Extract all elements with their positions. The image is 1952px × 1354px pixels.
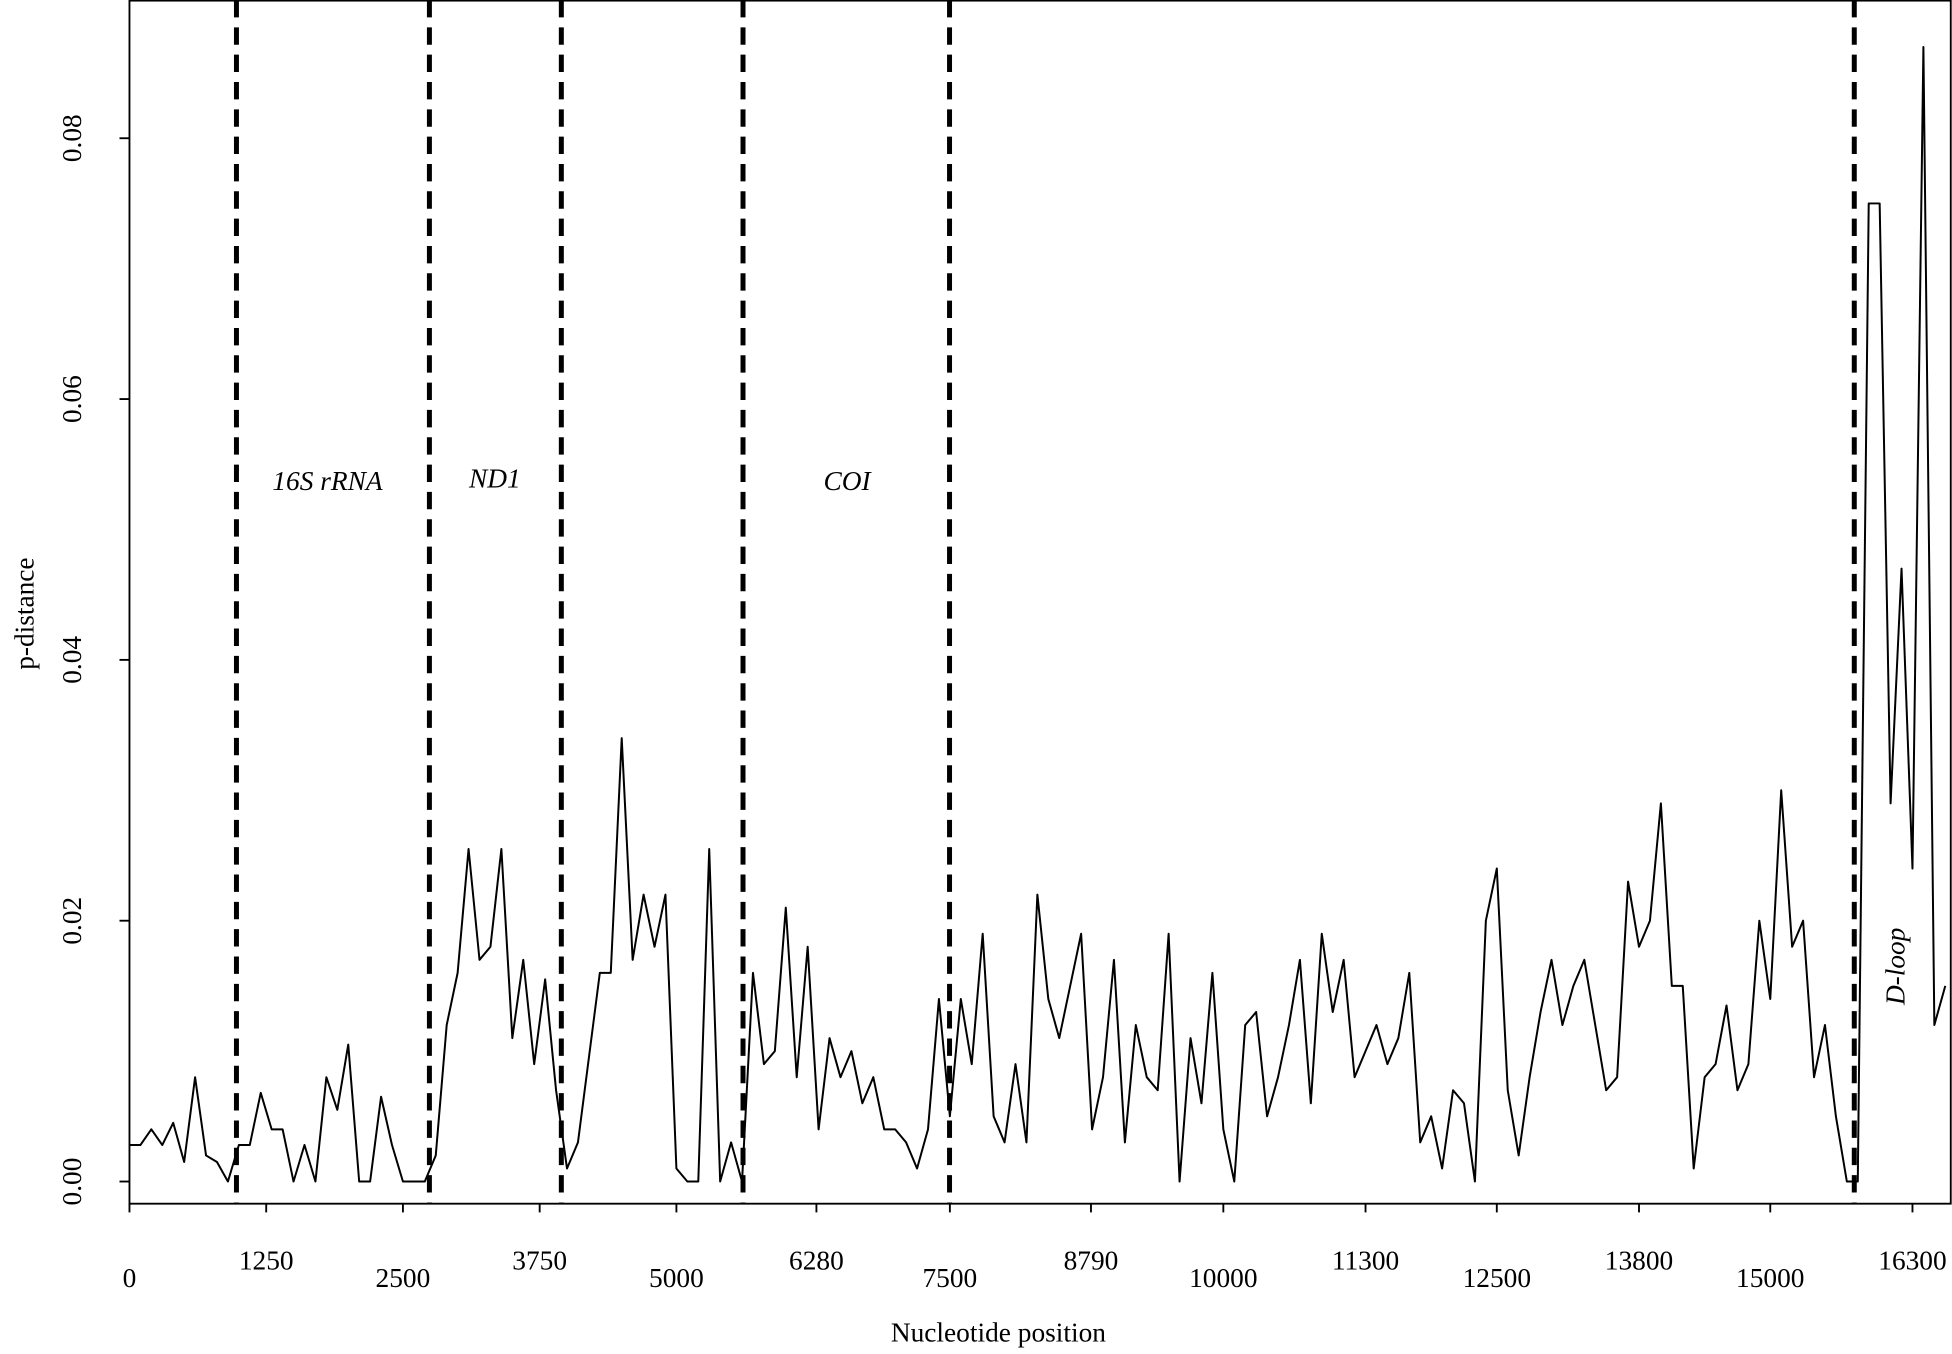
x-tick-label: 11300 <box>1332 1246 1399 1276</box>
x-tick-label: 8790 <box>1064 1246 1119 1276</box>
x-tick-label: 15000 <box>1736 1263 1804 1293</box>
x-tick-label: 3750 <box>512 1246 567 1276</box>
x-tick-label: 6280 <box>789 1246 844 1276</box>
region-label: D-loop <box>1881 928 1911 1006</box>
y-axis-label: p-distance <box>10 558 40 670</box>
y-tick-label: 0.08 <box>57 114 87 162</box>
plot-frame <box>128 0 1952 1205</box>
y-tick-label: 0.00 <box>57 1158 87 1206</box>
region-label: ND1 <box>468 464 521 494</box>
x-tick-label: 5000 <box>649 1263 704 1293</box>
x-tick-label: 13800 <box>1605 1246 1673 1276</box>
x-tick-label: 10000 <box>1189 1263 1257 1293</box>
x-tick-label: 16300 <box>1878 1246 1946 1276</box>
data-line <box>129 45 1947 1183</box>
x-tick-label: 12500 <box>1463 1263 1531 1293</box>
region-label: 16S rRNA <box>272 466 383 496</box>
x-tick-label: 2500 <box>376 1263 431 1293</box>
region-label: COI <box>823 466 872 496</box>
x-tick-label: 0 <box>123 1263 137 1293</box>
x-tick-label: 7500 <box>922 1263 977 1293</box>
y-tick-label: 0.04 <box>57 636 87 684</box>
x-tick-label: 1250 <box>239 1246 294 1276</box>
y-tick-label: 0.02 <box>57 897 87 945</box>
x-axis-label: Nucleotide position <box>891 1318 1106 1348</box>
y-tick-label: 0.06 <box>57 375 87 423</box>
